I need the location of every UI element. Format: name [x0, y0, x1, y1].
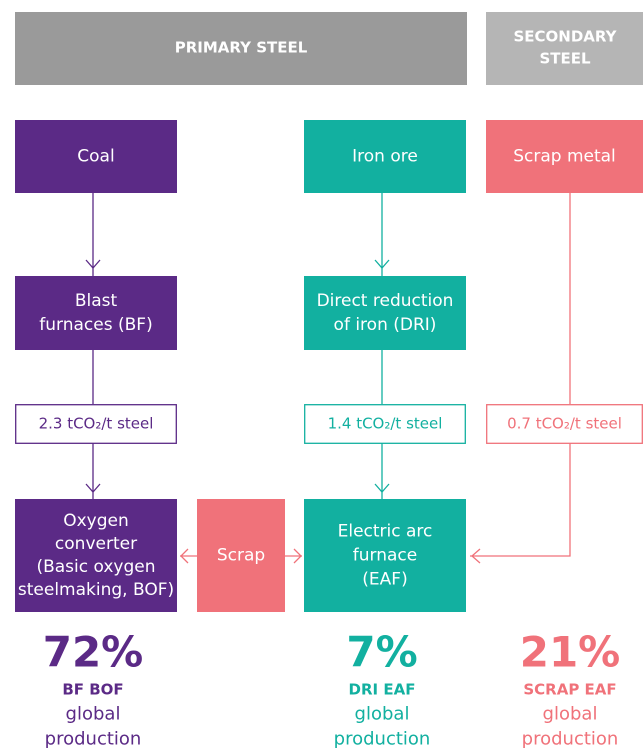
- process-box: [304, 499, 466, 612]
- share-percent: 21%: [520, 628, 621, 677]
- process-box-label: Scrap: [217, 546, 265, 566]
- process-box-label: Direct reduction: [317, 291, 454, 311]
- share-percent: 72%: [43, 628, 144, 677]
- process-box: [304, 276, 466, 350]
- emission-box: [15, 404, 177, 444]
- process-box-label: Oxygen: [63, 511, 129, 531]
- process-box-label: Blast: [75, 291, 118, 311]
- process-box-label: Coal: [77, 147, 114, 167]
- emission-label: 1.4 tCO₂/t steel: [328, 415, 443, 433]
- process-box: [15, 499, 177, 612]
- emission-label: 2.3 tCO₂/t steel: [39, 415, 154, 433]
- process-box-label: Iron ore: [352, 147, 418, 167]
- emission-label: 0.7 tCO₂/t steel: [507, 415, 622, 433]
- share-caption: production: [522, 729, 619, 749]
- share-caption: global: [355, 704, 410, 725]
- process-box-label: furnaces (BF): [39, 315, 152, 335]
- process-box-label: (Basic oxygen: [36, 557, 155, 577]
- share-caption: global: [543, 704, 598, 725]
- share-caption: global: [66, 704, 121, 725]
- process-box: [486, 120, 643, 193]
- emission-box: [304, 404, 466, 444]
- share-route: SCRAP EAF: [523, 681, 616, 699]
- process-box-label: (EAF): [362, 570, 407, 590]
- process-box-label: steelmaking, BOF): [18, 580, 174, 600]
- process-box: [304, 120, 466, 193]
- header-label: PRIMARY STEEL: [175, 39, 308, 57]
- share-route: DRI EAF: [349, 681, 416, 699]
- header-secondary: [486, 12, 643, 85]
- process-box-label: Electric arc: [338, 522, 433, 542]
- process-box-label: converter: [55, 534, 137, 554]
- header-primary: [15, 12, 467, 85]
- process-box-label: furnace: [353, 546, 417, 566]
- process-box: [15, 120, 177, 193]
- share-route: BF BOF: [62, 681, 123, 699]
- share-caption: production: [334, 729, 431, 749]
- emission-box: [486, 404, 643, 444]
- header-label: SECONDARY: [513, 28, 617, 46]
- header-label: STEEL: [539, 50, 591, 68]
- process-box: [197, 499, 285, 612]
- process-box-label: of iron (DRI): [334, 315, 437, 335]
- share-caption: production: [45, 729, 142, 749]
- process-box: [15, 276, 177, 350]
- process-box-label: Scrap metal: [513, 147, 616, 167]
- share-percent: 7%: [346, 628, 417, 677]
